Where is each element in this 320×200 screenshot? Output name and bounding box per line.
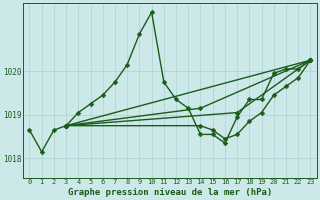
X-axis label: Graphe pression niveau de la mer (hPa): Graphe pression niveau de la mer (hPa) bbox=[68, 188, 272, 197]
